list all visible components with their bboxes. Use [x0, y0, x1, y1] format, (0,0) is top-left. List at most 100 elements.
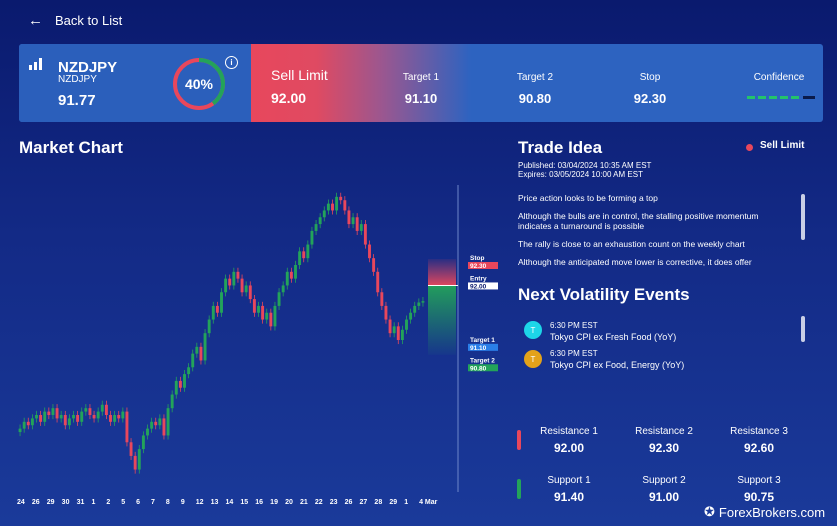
- confidence-label: Confidence: [753, 72, 805, 83]
- resistance1-value: 92.00: [553, 441, 585, 455]
- resistance2-label: Resistance 2: [635, 426, 693, 437]
- candle: [273, 305, 277, 327]
- x-tick-label: 1: [404, 499, 408, 506]
- stop-label: Stop: [639, 72, 661, 83]
- candle: [335, 196, 339, 211]
- candle: [88, 408, 92, 415]
- info-icon[interactable]: i: [225, 56, 238, 69]
- candle: [400, 329, 404, 340]
- candle: [166, 408, 170, 436]
- x-tick-label: 30: [62, 499, 70, 506]
- candle: [228, 278, 232, 286]
- candle: [363, 224, 367, 245]
- candle: [240, 278, 244, 293]
- x-tick-label: 8: [166, 499, 170, 506]
- candle: [96, 411, 100, 419]
- candle: [331, 203, 334, 211]
- idea-point: Although the bulls are in control, the s…: [518, 211, 759, 231]
- candle: [302, 251, 306, 259]
- x-tick-label: 27: [360, 499, 368, 506]
- order-value: 92.00: [271, 90, 307, 106]
- candle: [129, 442, 133, 456]
- candle: [191, 353, 195, 368]
- x-tick-label: 20: [285, 499, 293, 506]
- candle: [150, 421, 154, 429]
- candle: [203, 333, 207, 361]
- candle: [59, 415, 63, 419]
- trade-idea-scrollbar[interactable]: [801, 194, 805, 240]
- level-tag-box: [468, 364, 498, 372]
- back-label: Back to List: [55, 13, 123, 28]
- candle: [298, 251, 302, 265]
- candle: [215, 305, 219, 313]
- x-tick-label: 29: [389, 499, 397, 506]
- candle: [252, 299, 256, 313]
- level-tag-label: Target 2: [470, 357, 495, 364]
- instrument-block: NZDJPY NZDJPY 91.77 40% i: [19, 44, 251, 122]
- back-to-list-link[interactable]: ← Back to List: [28, 12, 122, 29]
- candle: [413, 305, 417, 313]
- candle: [30, 418, 34, 426]
- target2-value: 90.80: [518, 91, 552, 106]
- watermark: ✪ ForexBrokers.com: [704, 504, 825, 520]
- candle: [289, 271, 293, 279]
- candle: [18, 428, 22, 433]
- candle: [380, 292, 384, 306]
- candle: [137, 449, 141, 470]
- candle: [211, 305, 215, 320]
- candle: [47, 411, 51, 415]
- candle: [80, 411, 84, 422]
- idea-point: Although the anticipated move lower is c…: [518, 257, 752, 267]
- trade-summary-panel: NZDJPY NZDJPY 91.77 40% i Sell Limit 92.…: [19, 44, 823, 122]
- candle: [92, 415, 96, 419]
- candle: [39, 415, 43, 422]
- candle: [285, 271, 289, 286]
- trade-idea-points: Price action looks to be forming a top A…: [518, 193, 788, 275]
- level-tag-box: [468, 282, 498, 290]
- candle: [178, 380, 182, 388]
- candle: [269, 312, 273, 327]
- resistance1-label: Resistance 1: [540, 426, 598, 437]
- candle: [67, 418, 71, 426]
- candle: [372, 258, 376, 272]
- candle: [368, 244, 371, 259]
- instrument-subtitle: NZDJPY: [58, 74, 97, 85]
- candle: [26, 421, 30, 426]
- x-tick-label: 19: [270, 499, 278, 506]
- x-tick-label: 1: [91, 499, 95, 506]
- candle: [405, 319, 408, 330]
- resistance3-value: 92.60: [743, 441, 775, 455]
- x-tick-label: 2: [106, 499, 110, 506]
- x-tick-label: 23: [330, 499, 338, 506]
- gauge-percent: 40%: [184, 76, 214, 92]
- candle: [261, 305, 265, 320]
- candle: [104, 404, 108, 415]
- candle: [121, 411, 125, 419]
- x-tick-label: 21: [300, 499, 308, 506]
- arrow-left-icon: ←: [28, 12, 43, 29]
- level-tag-box: [468, 262, 498, 269]
- events-scrollbar[interactable]: [801, 316, 805, 342]
- candle: [351, 217, 355, 225]
- candle: [35, 415, 38, 419]
- resistance-marker: [517, 430, 521, 450]
- event-time: 6:30 PM EST: [550, 349, 598, 358]
- x-tick-label: 9: [181, 499, 185, 506]
- candle: [248, 285, 252, 300]
- candle: [232, 271, 236, 286]
- level-tag-box: [468, 343, 498, 351]
- support-marker: [517, 479, 521, 499]
- candle: [322, 210, 326, 218]
- x-tick-label: 24: [17, 499, 25, 506]
- candle: [244, 285, 248, 293]
- candle: [257, 305, 260, 313]
- candle: [318, 217, 322, 225]
- candle: [55, 408, 59, 419]
- candle: [384, 305, 388, 320]
- candle: [421, 301, 425, 303]
- support1-label: Support 1: [547, 475, 591, 486]
- candle: [146, 428, 149, 436]
- x-tick-label: 12: [196, 499, 204, 506]
- candle: [236, 271, 240, 279]
- target2-label: Target 2: [516, 72, 554, 83]
